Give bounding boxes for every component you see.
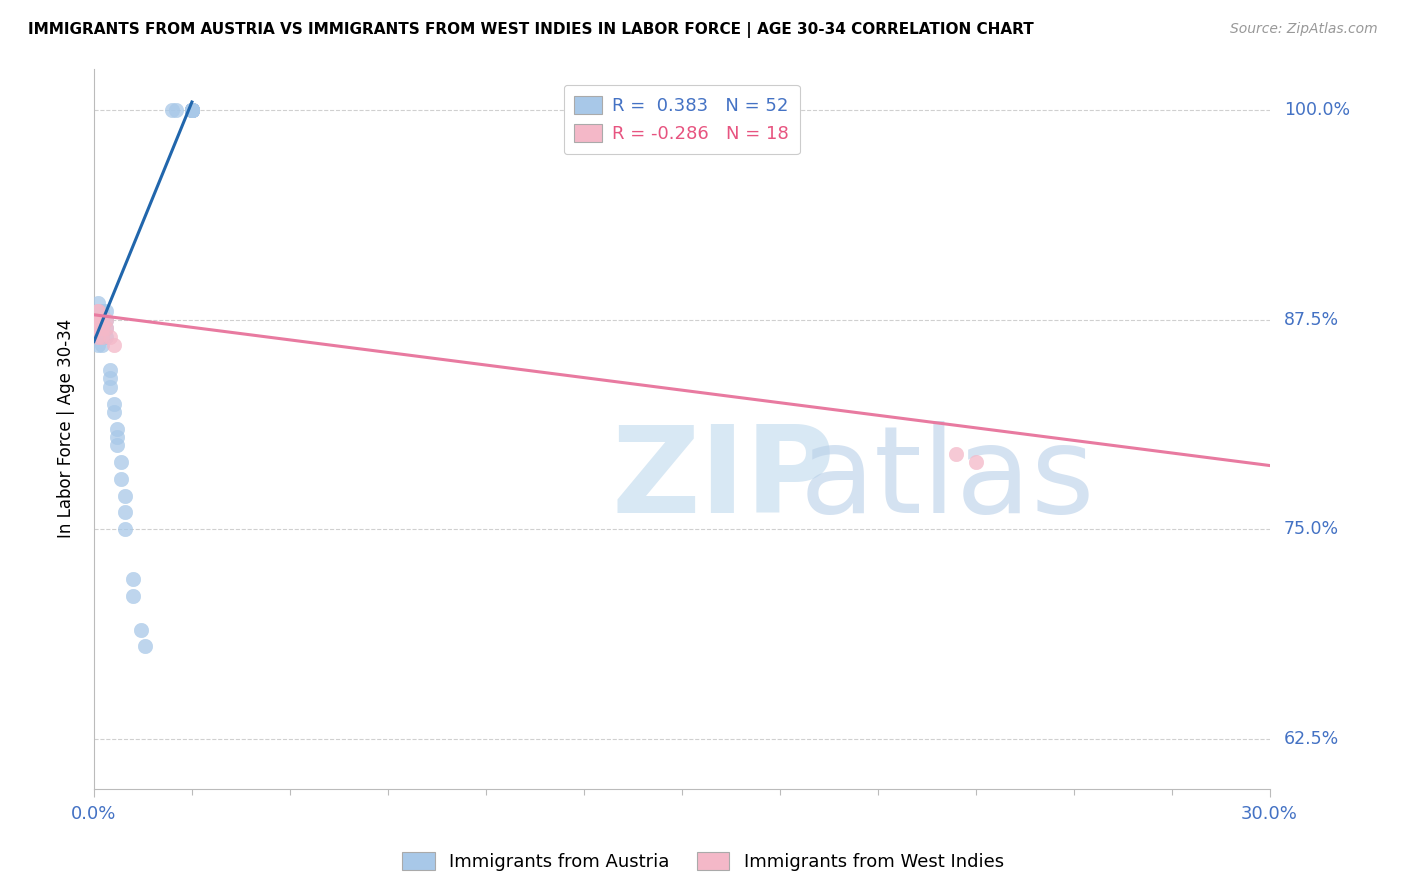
Y-axis label: In Labor Force | Age 30-34: In Labor Force | Age 30-34 (58, 319, 75, 538)
Point (87, 321, 110, 335)
Point (98, 363, 121, 377)
Point (122, 573, 145, 587)
Point (90, 321, 112, 335)
Point (110, 455, 132, 469)
Point (98, 329, 121, 343)
Point (107, 438, 129, 452)
Point (87, 329, 110, 343)
Point (180, 103, 202, 118)
Point (114, 489, 136, 503)
Text: 75.0%: 75.0% (1284, 520, 1339, 538)
Point (87, 313, 110, 327)
Text: ZIP: ZIP (612, 421, 835, 538)
Point (90, 338, 112, 352)
Point (90, 313, 112, 327)
Point (94, 321, 117, 335)
Point (94, 304, 117, 318)
Point (180, 103, 202, 118)
Text: 100.0%: 100.0% (1284, 102, 1350, 120)
Point (90, 313, 112, 327)
Point (87, 304, 110, 318)
Point (180, 103, 202, 118)
Text: 87.5%: 87.5% (1284, 310, 1339, 329)
Legend: Immigrants from Austria, Immigrants from West Indies: Immigrants from Austria, Immigrants from… (395, 845, 1011, 879)
Point (90, 304, 112, 318)
Point (165, 103, 187, 118)
Point (180, 103, 202, 118)
Point (180, 103, 202, 118)
Point (180, 103, 202, 118)
Point (107, 430, 129, 444)
Point (94, 329, 117, 343)
Point (90, 329, 112, 343)
Point (180, 103, 202, 118)
Point (90, 321, 112, 335)
Point (180, 103, 202, 118)
Text: IMMIGRANTS FROM AUSTRIA VS IMMIGRANTS FROM WEST INDIES IN LABOR FORCE | AGE 30-3: IMMIGRANTS FROM AUSTRIA VS IMMIGRANTS FR… (28, 22, 1033, 38)
Point (87, 321, 110, 335)
Text: 62.5%: 62.5% (1284, 730, 1339, 747)
Point (180, 103, 202, 118)
Point (162, 103, 184, 118)
Point (87, 304, 110, 318)
Point (87, 313, 110, 327)
Point (180, 103, 202, 118)
Point (114, 505, 136, 519)
Point (87, 304, 110, 318)
Point (114, 522, 136, 536)
Point (945, 447, 967, 461)
Point (180, 103, 202, 118)
Point (87, 338, 110, 352)
Point (87, 296, 110, 310)
Point (87, 329, 110, 343)
Point (90, 329, 112, 343)
Point (87, 313, 110, 327)
Text: Source: ZipAtlas.com: Source: ZipAtlas.com (1230, 22, 1378, 37)
Point (87, 313, 110, 327)
Point (87, 321, 110, 335)
Point (90, 321, 112, 335)
Point (98, 371, 121, 385)
Point (94, 321, 117, 335)
Point (90, 321, 112, 335)
Point (87, 321, 110, 335)
Point (94, 313, 117, 327)
Point (965, 455, 987, 469)
Point (90, 313, 112, 327)
Point (87, 313, 110, 327)
Point (129, 623, 152, 637)
Point (134, 640, 156, 654)
Point (98, 380, 121, 394)
Legend: R =  0.383   N = 52, R = -0.286   N = 18: R = 0.383 N = 52, R = -0.286 N = 18 (564, 85, 800, 154)
Point (122, 589, 145, 603)
Point (180, 103, 202, 118)
Point (110, 472, 132, 486)
Point (103, 338, 125, 352)
Point (103, 396, 125, 410)
Point (180, 103, 202, 118)
Point (103, 405, 125, 419)
Text: atlas: atlas (800, 421, 1095, 538)
Point (107, 422, 129, 436)
Point (94, 313, 117, 327)
Point (180, 103, 202, 118)
